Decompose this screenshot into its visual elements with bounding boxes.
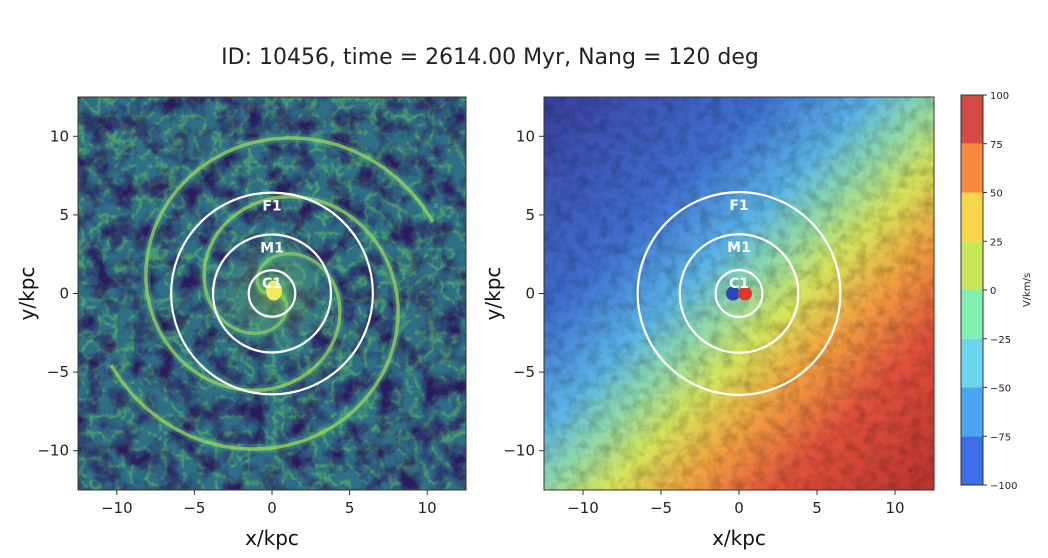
y-tick-label: −5 [513,363,535,381]
x-tick-label: 5 [812,499,822,517]
colorbar-band [961,143,983,193]
y-tick-label: 10 [516,127,535,145]
density-panel: C1 M1 F1 −10 −5 0 5 10 −10 −5 0 5 10 x/kpc y/kpc [15,96,467,550]
colorbar-band [961,436,983,485]
colorbar-tick-label: 0 [990,286,996,297]
y-tick-label: −10 [503,442,535,460]
colorbar-tick-label: −25 [990,335,1011,346]
left-image [78,97,466,490]
colorbar-tick-label: 75 [990,140,1003,151]
colorbar-band [961,387,983,437]
colorbar-band [961,192,983,242]
velocity-panel: C1 M1 F1 −10 −5 0 5 10 −10 −5 0 5 10 x/kpc y/kpc [481,96,935,550]
velocity-colorbar: 100 75 50 25 0 −25 −50 −75 −100 V/km/s [960,91,1033,492]
figure-title: ID: 10456, time = 2614.00 Myr, Nang = 12… [221,45,759,70]
x-tick-label: 10 [418,499,437,517]
y-tick-label: −10 [37,442,69,460]
colorbar-tick-label: 25 [990,237,1003,248]
ring-label-c1: C1 [729,276,749,292]
y-tick-label: 5 [525,206,535,224]
core-blob [266,280,282,301]
y-tick-label: 10 [50,127,69,145]
x-axis-label: x/kpc [712,526,766,550]
y-tick-label: 0 [525,285,535,303]
x-tick-label: 0 [734,499,744,517]
x-tick-label: 5 [345,499,355,517]
colorbar-tick-label: −100 [990,481,1017,492]
ring-m1 [211,233,333,354]
x-tick-label: −5 [650,499,672,517]
core-approaching [726,286,740,301]
ring-c1 [714,269,764,319]
colorbar-band [961,290,983,339]
ring-f1 [170,191,374,396]
ring-c1 [247,269,297,318]
colorbar-band [961,241,983,290]
colorbar-tick-label: −50 [990,384,1011,395]
x-tick-label: 0 [267,499,277,517]
ring-label-f1: F1 [262,199,281,215]
x-tick-label: −5 [183,499,205,517]
colorbar-band [961,95,983,144]
colorbar-band [961,338,983,388]
x-tick-label: −10 [567,499,599,517]
ring-label-f1: F1 [729,198,748,214]
ring-f1 [636,191,842,397]
y-axis-label: y/kpc [15,267,39,321]
right-image [544,97,934,490]
colorbar-tick-label: −75 [990,432,1011,443]
y-tick-label: −5 [47,363,69,381]
core-receding [738,286,752,301]
y-axis-label: y/kpc [481,267,505,321]
x-tick-label: −10 [101,499,133,517]
colorbar-label: V/km/s [1022,273,1033,307]
x-axis-label: x/kpc [245,526,299,550]
colorbar-tick-label: 100 [990,91,1009,102]
ring-m1 [678,233,800,354]
y-tick-label: 0 [59,285,69,303]
ring-label-m1: M1 [727,240,751,256]
x-tick-label: 10 [885,499,904,517]
y-tick-label: 5 [59,206,69,224]
colorbar-tick-label: 50 [990,189,1003,200]
ring-label-c1: C1 [262,276,282,292]
ring-label-m1: M1 [260,241,284,257]
